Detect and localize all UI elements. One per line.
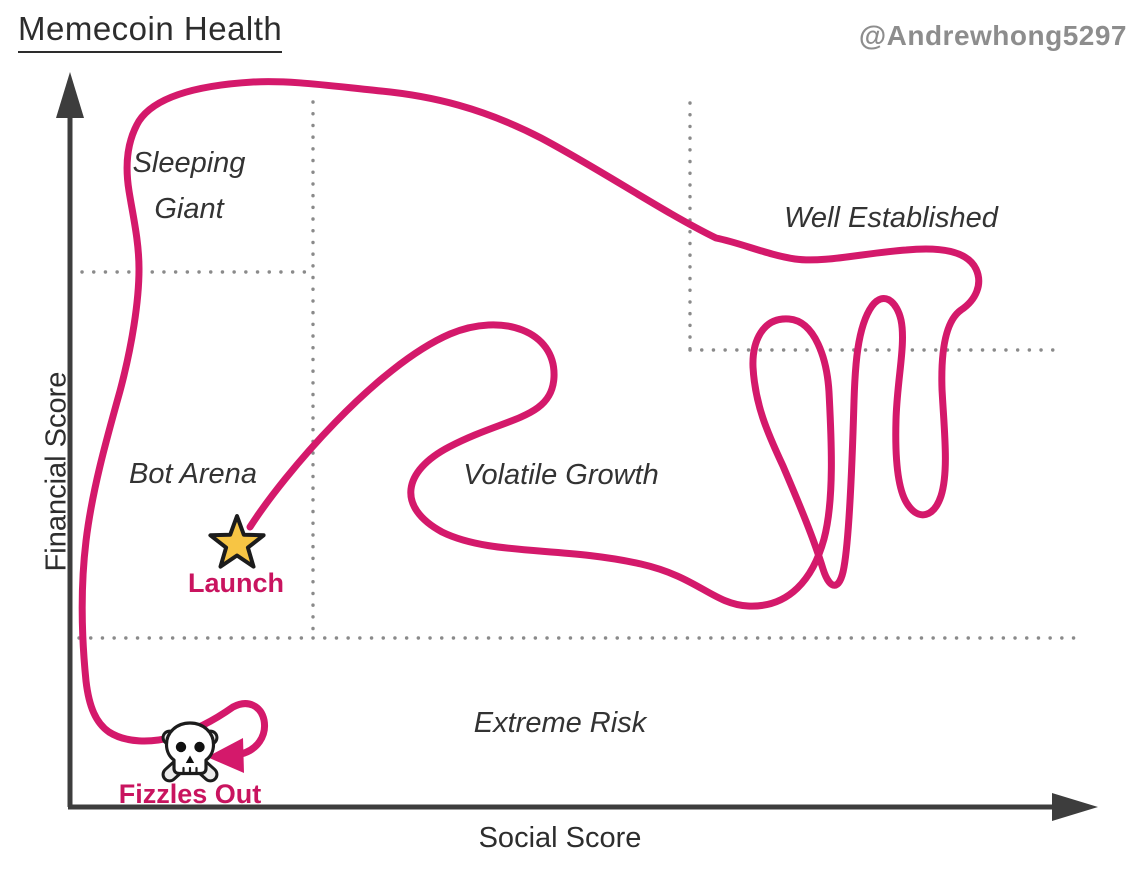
region-label-bot-arena: Bot Arena <box>129 458 257 490</box>
region-label-extreme-risk: Extreme Risk <box>473 707 647 739</box>
star-icon <box>208 514 266 569</box>
region-label-well-established: Well Established <box>784 202 998 234</box>
region-label-volatile-growth: Volatile Growth <box>463 459 659 491</box>
fizzles-out-label: Fizzles Out <box>118 779 262 809</box>
y-axis-label: Financial Score <box>40 371 73 572</box>
axes <box>56 72 1098 821</box>
launch-label: Launch <box>187 568 284 598</box>
skull-crossbones-icon <box>161 721 219 783</box>
region-label-sleeping-giant: Sleeping Giant <box>132 147 246 226</box>
x-axis-label: Social Score <box>478 822 642 854</box>
watermark: @Andrewhong5297 <box>858 20 1127 51</box>
x-axis-arrowhead <box>1052 793 1098 821</box>
trajectory-curve <box>78 78 983 758</box>
diagram-title: Memecoin Health <box>18 10 283 53</box>
y-axis-arrowhead <box>56 72 84 118</box>
trajectory-arrowhead <box>207 738 244 773</box>
